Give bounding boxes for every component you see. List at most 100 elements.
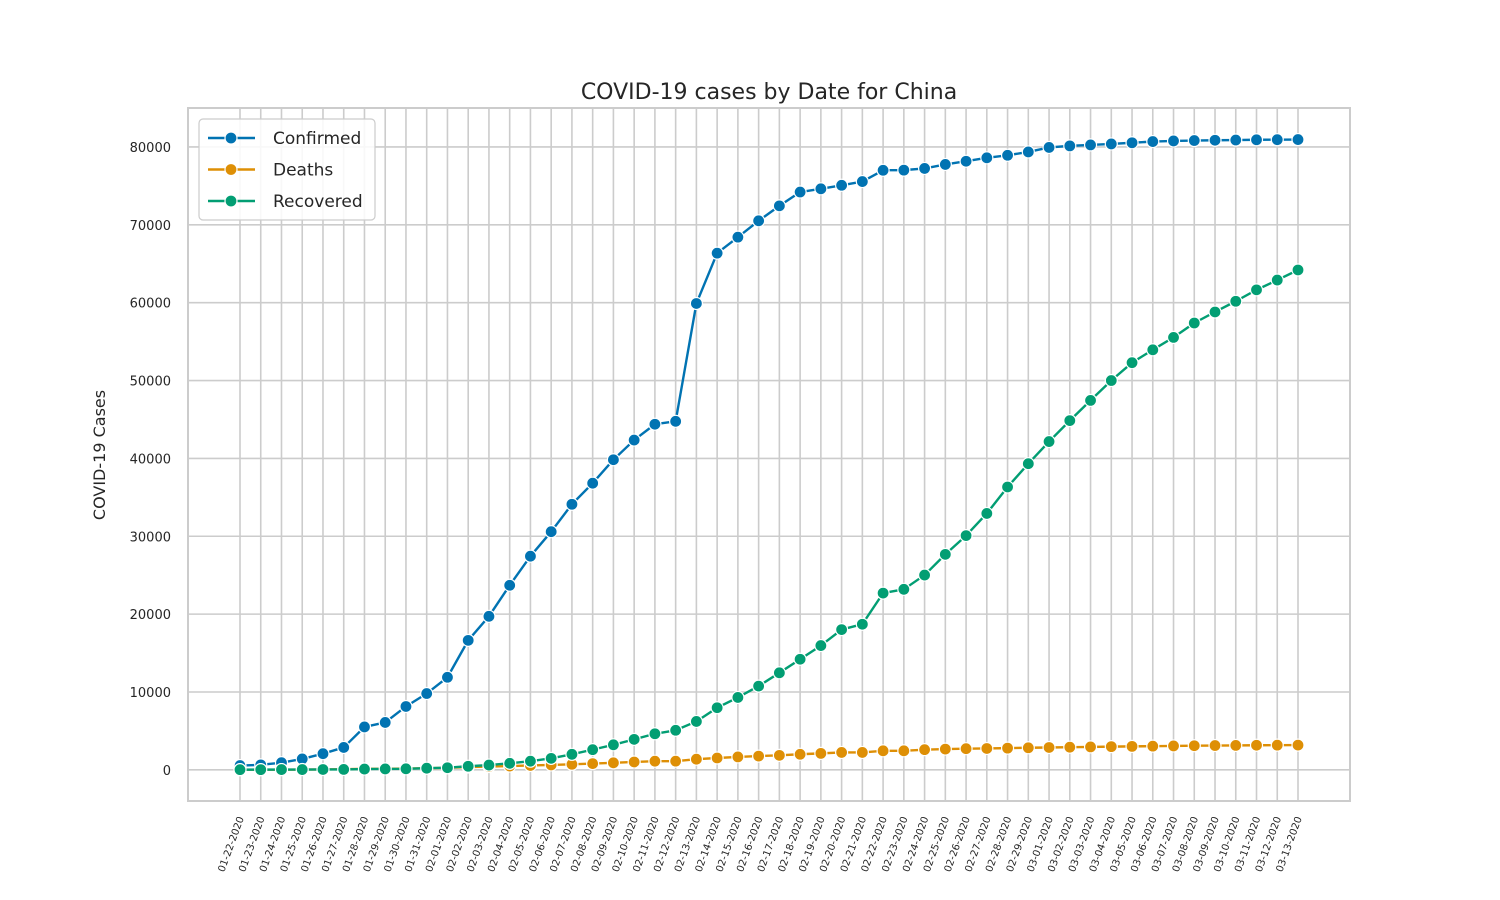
- data-point-confirmed: [938, 157, 952, 172]
- data-point-deaths: [586, 756, 600, 771]
- data-point-confirmed: [1125, 136, 1139, 150]
- data-point-deaths: [1063, 740, 1077, 754]
- data-point-confirmed: [1208, 133, 1222, 147]
- data-point-recovered: [1270, 273, 1284, 287]
- data-point-deaths: [1083, 740, 1098, 754]
- data-point-recovered: [295, 762, 309, 777]
- data-point-deaths: [648, 754, 662, 768]
- data-point-recovered: [689, 714, 703, 729]
- data-point-confirmed: [1104, 137, 1118, 151]
- data-point-confirmed: [710, 246, 724, 260]
- data-point-recovered: [938, 547, 952, 561]
- data-point-recovered: [876, 586, 890, 600]
- plot-frame: [187, 107, 1351, 802]
- data-point-recovered: [254, 763, 268, 777]
- data-point-recovered: [959, 529, 973, 543]
- data-point-deaths: [731, 750, 745, 764]
- data-point-confirmed: [814, 182, 828, 196]
- data-point-confirmed: [1229, 133, 1243, 147]
- data-point-confirmed: [1083, 138, 1098, 152]
- data-point-confirmed: [793, 185, 807, 199]
- data-point-deaths: [1270, 738, 1284, 752]
- data-point-confirmed: [606, 453, 621, 467]
- y-tick-label: 0: [163, 764, 171, 779]
- data-point-recovered: [1021, 457, 1035, 471]
- series-recovered: [233, 263, 1305, 777]
- y-tick-label: 10000: [130, 686, 171, 701]
- chart-title: COVID-19 cases by Date for China: [581, 80, 957, 105]
- data-point-deaths: [1166, 739, 1181, 753]
- data-point-deaths: [710, 751, 724, 765]
- y-tick-label: 20000: [130, 608, 171, 623]
- data-point-deaths: [1146, 739, 1160, 753]
- legend-marker-deaths: [224, 162, 238, 177]
- data-point-confirmed: [917, 161, 932, 176]
- series-line-confirmed: [239, 138, 1299, 767]
- data-point-recovered: [1187, 316, 1201, 330]
- series-confirmed: [233, 132, 1305, 773]
- data-point-deaths: [1125, 739, 1139, 753]
- data-point-recovered: [1104, 373, 1118, 388]
- data-point-deaths: [1208, 738, 1222, 753]
- data-point-recovered: [710, 701, 724, 715]
- y-axis-label: COVID-19 Cases: [90, 390, 109, 520]
- data-point-deaths: [917, 743, 932, 757]
- data-point-recovered: [752, 679, 766, 693]
- grid: [188, 108, 1350, 801]
- data-point-recovered: [835, 622, 849, 637]
- data-point-deaths: [793, 747, 807, 761]
- data-point-recovered: [1249, 283, 1264, 297]
- legend-box: [198, 118, 376, 221]
- data-point-confirmed: [378, 715, 392, 730]
- data-point-recovered: [1208, 305, 1222, 319]
- data-point-deaths: [1187, 739, 1201, 753]
- data-point-confirmed: [1270, 133, 1284, 147]
- data-point-confirmed: [1000, 148, 1015, 162]
- data-point-deaths: [897, 744, 911, 758]
- data-point-confirmed: [627, 433, 641, 447]
- data-point-recovered: [1125, 356, 1139, 370]
- data-point-recovered: [586, 743, 600, 757]
- data-point-confirmed: [1146, 134, 1160, 149]
- data-point-deaths: [1104, 740, 1118, 754]
- data-point-deaths: [669, 754, 683, 768]
- legend-marker-confirmed: [224, 131, 238, 145]
- data-point-deaths: [752, 749, 766, 763]
- data-point-confirmed: [586, 476, 600, 490]
- data-point-recovered: [627, 732, 641, 746]
- data-point-recovered: [897, 582, 911, 596]
- data-point-recovered: [1229, 294, 1243, 308]
- legend-label-recovered: Recovered: [273, 192, 363, 212]
- data-point-confirmed: [897, 163, 911, 177]
- data-point-confirmed: [980, 151, 994, 165]
- data-point-recovered: [814, 638, 828, 653]
- data-point-deaths: [772, 748, 786, 762]
- data-point-recovered: [1146, 343, 1160, 357]
- data-point-recovered: [357, 762, 372, 776]
- data-point-recovered: [669, 723, 683, 737]
- data-point-recovered: [461, 759, 475, 773]
- data-point-confirmed: [316, 747, 330, 761]
- data-point-recovered: [378, 762, 392, 776]
- data-point-recovered: [440, 761, 455, 775]
- data-point-deaths: [980, 741, 994, 756]
- data-point-confirmed: [461, 633, 475, 647]
- data-point-recovered: [1000, 480, 1015, 494]
- data-point-deaths: [689, 752, 703, 766]
- y-tick-label: 60000: [130, 297, 171, 312]
- data-point-confirmed: [752, 214, 766, 228]
- data-point-deaths: [1021, 741, 1035, 755]
- y-tick-label: 30000: [130, 530, 171, 545]
- data-point-confirmed: [482, 609, 496, 623]
- x-axis-ticks: 01-22-202001-23-202001-24-202001-25-2020…: [217, 815, 1305, 873]
- data-point-confirmed: [565, 497, 579, 511]
- data-point-confirmed: [420, 686, 434, 701]
- data-point-confirmed: [1166, 134, 1181, 148]
- series-line-deaths: [239, 743, 1299, 771]
- data-point-deaths: [876, 744, 890, 758]
- data-point-recovered: [793, 652, 807, 666]
- data-point-recovered: [855, 617, 869, 631]
- data-point-confirmed: [523, 549, 538, 563]
- data-point-confirmed: [357, 720, 372, 734]
